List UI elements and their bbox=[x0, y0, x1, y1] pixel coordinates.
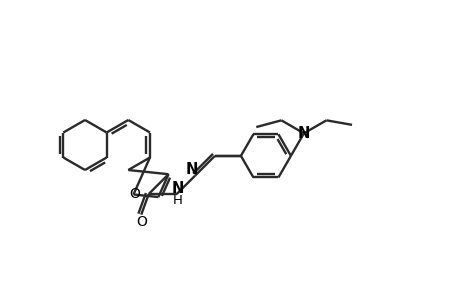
Text: O: O bbox=[135, 215, 146, 229]
Text: N: N bbox=[297, 126, 309, 141]
Text: O: O bbox=[129, 188, 140, 202]
Text: N: N bbox=[185, 162, 198, 177]
Text: N: N bbox=[171, 181, 184, 196]
Text: H: H bbox=[173, 194, 182, 206]
